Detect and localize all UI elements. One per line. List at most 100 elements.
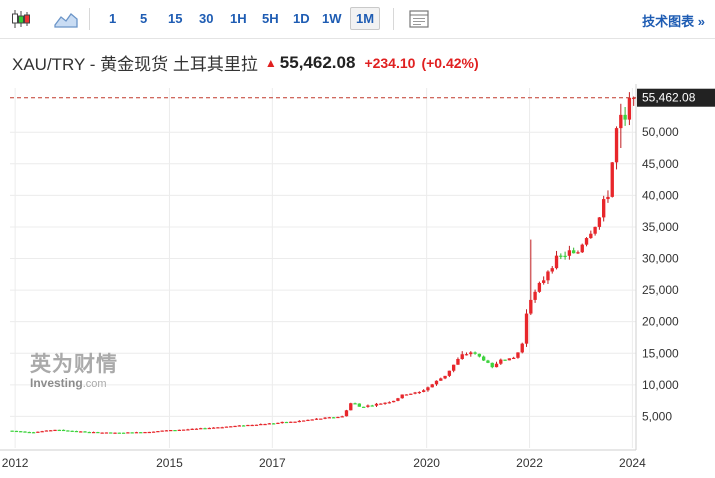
technical-chart-link[interactable]: 技术图表 » xyxy=(642,14,705,29)
candle xyxy=(469,351,473,357)
candle xyxy=(40,430,44,433)
toolbar-separator xyxy=(393,8,394,30)
price-change: +234.10 xyxy=(364,54,416,71)
candle xyxy=(567,245,572,260)
candle xyxy=(409,393,413,395)
candle xyxy=(589,230,593,239)
candle xyxy=(323,417,327,420)
y-tick-label: 45,000 xyxy=(642,157,679,171)
candle xyxy=(520,342,524,354)
candle xyxy=(216,427,220,429)
y-tick-label: 35,000 xyxy=(642,220,679,234)
candle xyxy=(413,391,417,395)
candle xyxy=(396,397,400,402)
toolbar-separator xyxy=(89,8,90,30)
interval-1h[interactable]: 1H xyxy=(230,11,247,26)
interval-1[interactable]: 1 xyxy=(109,11,117,26)
candle xyxy=(460,351,464,360)
candle xyxy=(306,419,310,422)
candle xyxy=(550,266,554,274)
candle xyxy=(477,353,482,358)
candle xyxy=(383,402,387,405)
candle xyxy=(533,289,537,303)
candle xyxy=(186,428,190,431)
candle xyxy=(319,418,323,420)
candle xyxy=(27,431,31,434)
candle xyxy=(572,247,576,254)
price-chart[interactable]: 5,000 10,000 15,000 20,000 25,000 30,000 35,00… xyxy=(0,84,715,478)
candle xyxy=(160,430,164,432)
candle xyxy=(284,421,289,424)
candle xyxy=(374,402,379,407)
candle xyxy=(139,432,143,434)
candle xyxy=(96,431,100,434)
candle xyxy=(121,432,126,434)
candle xyxy=(211,427,216,429)
candle xyxy=(134,431,139,434)
interval-5[interactable]: 5 xyxy=(140,11,148,26)
y-tick-label: 30,000 xyxy=(642,252,679,266)
y-tick-label: 15,000 xyxy=(642,346,679,360)
candle xyxy=(421,389,426,393)
y-tick-label: 20,000 xyxy=(642,315,679,329)
candle xyxy=(473,351,477,355)
candle xyxy=(237,425,241,427)
last-price-tag xyxy=(637,88,715,107)
watermark-en-name: Investing xyxy=(30,376,83,390)
candle xyxy=(254,424,259,426)
interval-1d[interactable]: 1D xyxy=(293,11,310,26)
candle xyxy=(451,364,456,373)
interval-5h[interactable]: 5H xyxy=(262,11,279,26)
y-tick-label: 50,000 xyxy=(642,125,679,139)
candle xyxy=(113,432,117,434)
candle xyxy=(366,404,370,408)
candlestick-icon[interactable] xyxy=(10,8,32,30)
candle xyxy=(259,423,263,426)
candle xyxy=(61,429,66,432)
candle xyxy=(357,403,362,407)
candle xyxy=(143,431,147,434)
candle xyxy=(559,253,563,260)
candle xyxy=(250,424,254,427)
chart-toolbar: 1 5 15 30 1H 5H 1D 1W 1M 技术图表 » xyxy=(0,0,715,39)
candle xyxy=(529,239,533,316)
candle xyxy=(100,432,104,434)
candle xyxy=(537,281,542,293)
y-tick-label: 40,000 xyxy=(642,188,679,202)
chart-settings-icon[interactable] xyxy=(408,8,430,30)
candle xyxy=(541,276,546,285)
area-chart-icon[interactable] xyxy=(54,8,78,30)
candle xyxy=(344,409,349,417)
candle xyxy=(156,431,160,433)
candle xyxy=(507,358,512,361)
candle xyxy=(511,356,516,360)
interval-1m[interactable]: 1M xyxy=(350,7,381,30)
candle xyxy=(194,428,199,430)
candle xyxy=(19,431,23,433)
candle xyxy=(87,431,91,434)
investing-watermark: 英为财情 Investing.com xyxy=(30,354,118,391)
quote-header: XAU/TRY - 黄金现货 土耳其里拉 ▲ 55,462.08 +234.10 (+0… xyxy=(12,50,479,75)
up-arrow-icon: ▲ xyxy=(264,55,277,70)
candle xyxy=(23,431,27,433)
candle xyxy=(614,126,619,170)
candle xyxy=(233,425,237,428)
candle xyxy=(203,427,207,430)
interval-30[interactable]: 30 xyxy=(199,11,214,26)
candle xyxy=(109,432,113,434)
candle xyxy=(391,400,396,403)
interval-15[interactable]: 15 xyxy=(168,11,183,26)
candle xyxy=(177,429,181,432)
last-price: 55,462.08 xyxy=(279,52,356,72)
candle xyxy=(57,429,61,432)
candle xyxy=(606,190,610,203)
candle xyxy=(151,431,156,433)
candle xyxy=(289,421,293,423)
interval-1w[interactable]: 1W xyxy=(322,11,342,26)
candle xyxy=(494,361,499,368)
candle xyxy=(173,429,177,432)
candle xyxy=(117,432,121,434)
x-tick-label: 2017 xyxy=(259,456,286,470)
candle xyxy=(70,430,74,432)
candle xyxy=(353,402,357,405)
